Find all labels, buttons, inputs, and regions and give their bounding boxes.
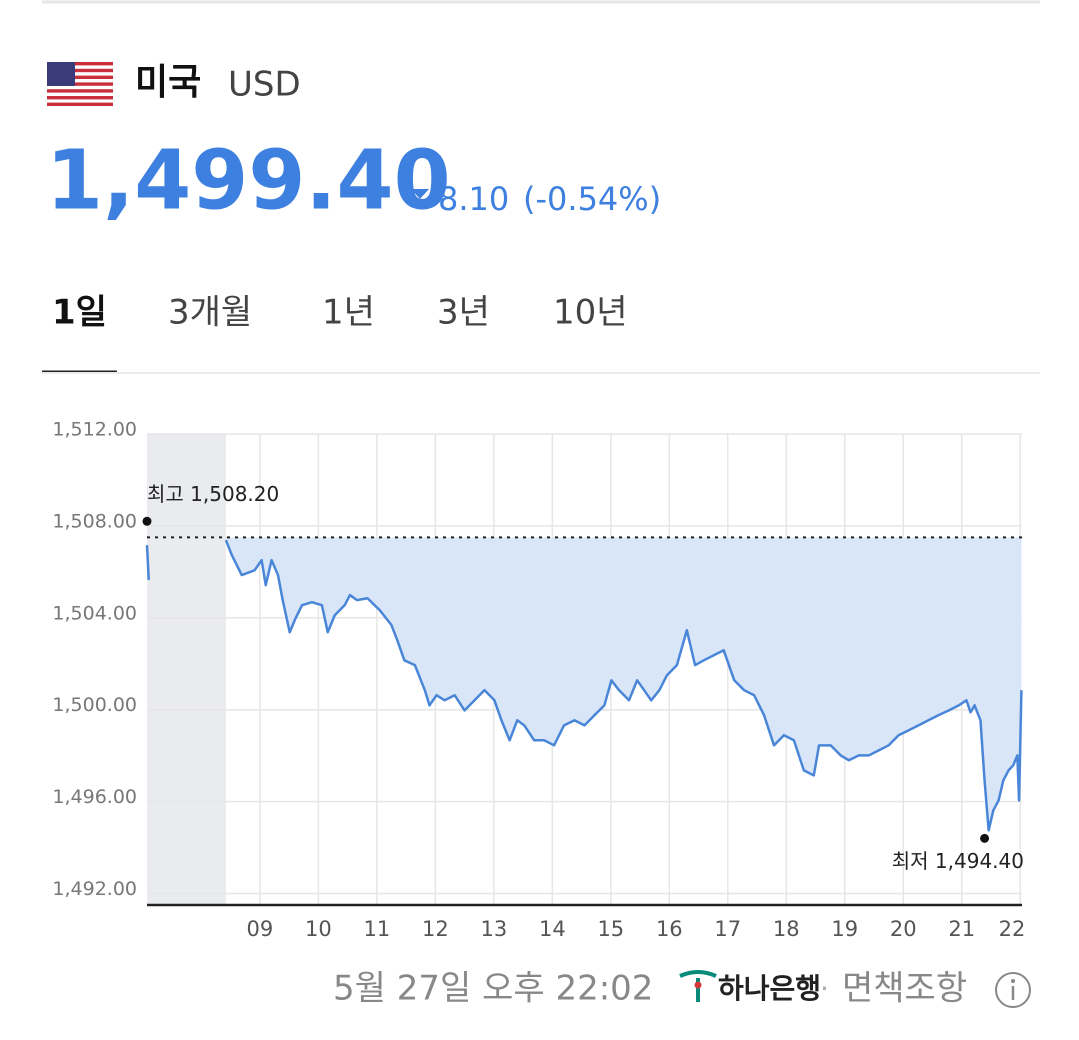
timestamp: 5월 27일 오후 22:02 — [333, 969, 653, 1009]
y-tick-label: 1,508.00 — [52, 510, 137, 532]
y-tick-label: 1,496.00 — [52, 786, 137, 808]
night-icon — [193, 919, 210, 938]
currency: USD — [228, 65, 301, 105]
x-tick-label: 10 — [305, 917, 332, 941]
x-tick-label: 22 — [999, 917, 1026, 941]
night-shade — [147, 434, 226, 905]
tab[interactable]: 1일 — [52, 293, 107, 333]
x-tick-label: 14 — [539, 917, 566, 941]
x-tick-label: 20 — [890, 917, 917, 941]
x-tick-label: 16 — [656, 917, 683, 941]
down-arrow — [411, 189, 429, 199]
y-tick-label: 1,512.00 — [52, 419, 137, 441]
x-tick-label: 11 — [363, 917, 390, 941]
x-tick-label: 13 — [480, 917, 507, 941]
disclaimer[interactable]: 면책조항 — [842, 969, 967, 1009]
extreme-dot — [142, 516, 152, 526]
area-fill — [225, 537, 1022, 831]
x-tick-label: 12 — [422, 917, 449, 941]
x-tick-label: 17 — [714, 917, 741, 941]
extreme-dot — [980, 833, 990, 843]
x-tick-label: 09 — [247, 917, 274, 941]
extreme-label: 최고 1,508.20 — [147, 482, 279, 506]
bank-name: 하나은행 — [718, 972, 821, 1005]
change: 8.10 — [438, 180, 509, 218]
y-tick-label: 1,492.00 — [52, 878, 137, 900]
tab[interactable]: 10년 — [553, 293, 628, 333]
separator: · — [820, 972, 829, 1005]
info-icon[interactable] — [995, 972, 1031, 1008]
x-tick-label: 21 — [948, 917, 975, 941]
country: 미국 — [135, 62, 201, 103]
bank-logo — [679, 970, 717, 1002]
y-tick-label: 1,504.00 — [52, 602, 137, 624]
extreme-label: 최저 1,494.40 — [892, 849, 1024, 873]
change-percent: (-0.54%) — [523, 180, 661, 218]
us-flag — [47, 62, 113, 106]
tab[interactable]: 3개월 — [168, 293, 252, 333]
tab-bar: 1일 3개월 1년 3년 10년 — [42, 293, 628, 374]
chart: 1,492.00 1,496.00 1,500.00 1,504.00 1,508.00… — [52, 419, 1025, 942]
tab[interactable]: 1년 — [322, 293, 375, 333]
tab[interactable]: 3년 — [437, 293, 490, 333]
x-tick-label: 18 — [773, 917, 800, 941]
x-tick-label: 15 — [597, 917, 624, 941]
y-tick-label: 1,500.00 — [52, 694, 137, 716]
price-line — [145, 539, 1023, 832]
x-tick-label: 19 — [831, 917, 858, 941]
price: 1,499.40 — [46, 133, 451, 228]
